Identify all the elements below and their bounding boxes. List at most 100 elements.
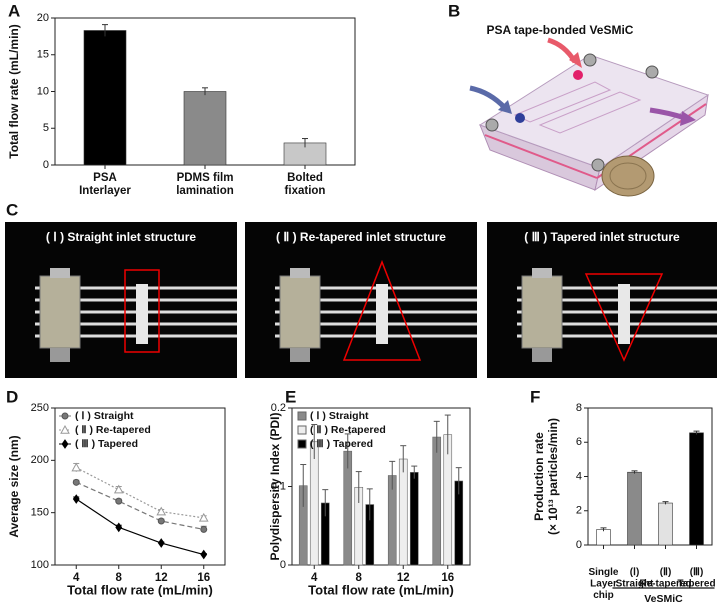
- y-tick-label: 150: [31, 507, 49, 519]
- y-tick-label: 5: [43, 122, 49, 134]
- x-tick-label: 12: [397, 572, 410, 584]
- x-tick-label: 4: [73, 572, 80, 584]
- y-tick-label: 250: [31, 402, 49, 414]
- outline: [342, 259, 422, 361]
- x-tick-label: 8: [356, 572, 363, 584]
- clamp: [39, 275, 81, 349]
- point: [200, 525, 208, 533]
- y-tick-label: 200: [31, 454, 49, 466]
- bar: [689, 432, 704, 546]
- bar: [409, 472, 419, 566]
- legend-label: ( Ⅱ ) Re-tapered: [310, 424, 386, 436]
- x-tick-label: 4: [311, 572, 318, 584]
- series-line: [75, 467, 204, 519]
- x-tick-label: 16: [441, 572, 454, 584]
- bolt: [532, 348, 552, 362]
- photo-caption: ( Ⅱ ) Re-tapered inlet structure: [276, 230, 446, 244]
- x-tick-label: PDMS film lamination: [176, 172, 234, 197]
- plot-frame: [587, 407, 713, 546]
- series-line: [75, 498, 204, 556]
- outline: [584, 273, 664, 362]
- legend-marker: [61, 439, 69, 449]
- legend-swatch: [297, 425, 307, 435]
- x-tick-label: 8: [116, 572, 123, 584]
- point: [113, 484, 124, 494]
- legend-label: ( Ⅰ ) Straight: [310, 410, 369, 422]
- photo-caption: ( Ⅲ ) Tapered inlet structure: [524, 230, 680, 244]
- x-tick-label: (Ⅲ) Tapered: [677, 567, 715, 590]
- photo-caption: ( Ⅰ ) Straight inlet structure: [46, 230, 197, 244]
- photo-row: ( Ⅰ ) Straight inlet structure ( Ⅱ ) Re-t…: [5, 222, 717, 378]
- x-tick-label: 16: [197, 572, 210, 584]
- y-tick-label: 100: [31, 559, 49, 571]
- x-tick-label: Single Layer chip: [588, 567, 618, 601]
- y-axis-label: Production rate(× 10¹³ particles/min): [532, 418, 560, 535]
- bolt: [50, 348, 70, 362]
- point: [72, 478, 80, 486]
- x-tick-label: PSA Interlayer: [79, 172, 131, 197]
- bolt: [290, 268, 310, 278]
- point: [72, 494, 80, 504]
- bolt: [532, 268, 552, 278]
- point: [200, 549, 208, 560]
- bolt: [50, 268, 70, 278]
- bar: [596, 529, 611, 546]
- group-label: VeSMiC: [644, 593, 683, 605]
- panel-caption: PSA tape-bonded VeSMiC: [487, 23, 634, 37]
- y-tick-label: 10: [37, 85, 49, 97]
- legend-label: ( Ⅱ ) Re-tapered: [75, 424, 151, 436]
- legend-swatch: [297, 439, 307, 449]
- bolt: [290, 348, 310, 362]
- panel-label: F: [530, 387, 540, 406]
- inlet: [618, 284, 630, 344]
- y-axis-label: Average size (nm): [7, 435, 21, 537]
- bar: [658, 502, 673, 546]
- bar: [183, 91, 227, 166]
- y-axis-label: Polydispersity Index (PDI): [268, 412, 282, 560]
- bar: [309, 441, 319, 566]
- x-axis-label: Total flow rate (mL/min): [308, 582, 454, 597]
- plot-frame: [54, 407, 226, 566]
- clamp: [521, 275, 563, 349]
- y-tick-label: 6: [576, 436, 582, 448]
- panel-label: B: [448, 1, 460, 20]
- x-tick-label: (Ⅱ) Re-tapered: [639, 567, 691, 590]
- x-tick-label: Bolted fixation: [285, 172, 326, 197]
- y-tick-label: 0.2: [271, 402, 286, 414]
- y-tick-label: 8: [576, 402, 582, 414]
- bar: [627, 471, 642, 546]
- legend-label: ( Ⅰ ) Straight: [75, 410, 134, 422]
- inlet: [376, 284, 388, 344]
- point: [115, 522, 123, 533]
- y-tick-label: 4: [576, 470, 582, 482]
- panel-label: C: [6, 200, 18, 219]
- panel-label: E: [285, 387, 296, 406]
- point: [157, 538, 165, 548]
- device-illustration: [469, 37, 710, 197]
- clamp: [279, 275, 321, 349]
- legend-label: ( Ⅲ ) Tapered: [310, 438, 373, 450]
- series-line: [76, 481, 204, 531]
- point: [71, 462, 82, 472]
- point: [198, 512, 209, 522]
- x-tick-label: 12: [155, 572, 168, 584]
- y-tick-label: 0: [280, 559, 286, 571]
- y-tick-label: 0: [576, 539, 582, 551]
- legend-marker: [61, 412, 69, 420]
- plot-frame: [291, 407, 471, 566]
- bar: [398, 458, 408, 566]
- legend-swatch: [297, 411, 307, 421]
- point: [157, 517, 165, 525]
- legend-label: ( Ⅲ ) Tapered: [75, 438, 138, 450]
- bar: [83, 30, 127, 166]
- outline: [124, 269, 160, 353]
- bar: [432, 436, 442, 566]
- legend-marker: [60, 424, 70, 434]
- point: [115, 497, 123, 505]
- panel-label: A: [8, 1, 20, 20]
- y-tick-label: 0: [43, 159, 49, 171]
- point: [156, 506, 167, 516]
- y-tick-label: 15: [37, 49, 49, 61]
- x-tick-label: (Ⅰ) Straight: [616, 567, 654, 590]
